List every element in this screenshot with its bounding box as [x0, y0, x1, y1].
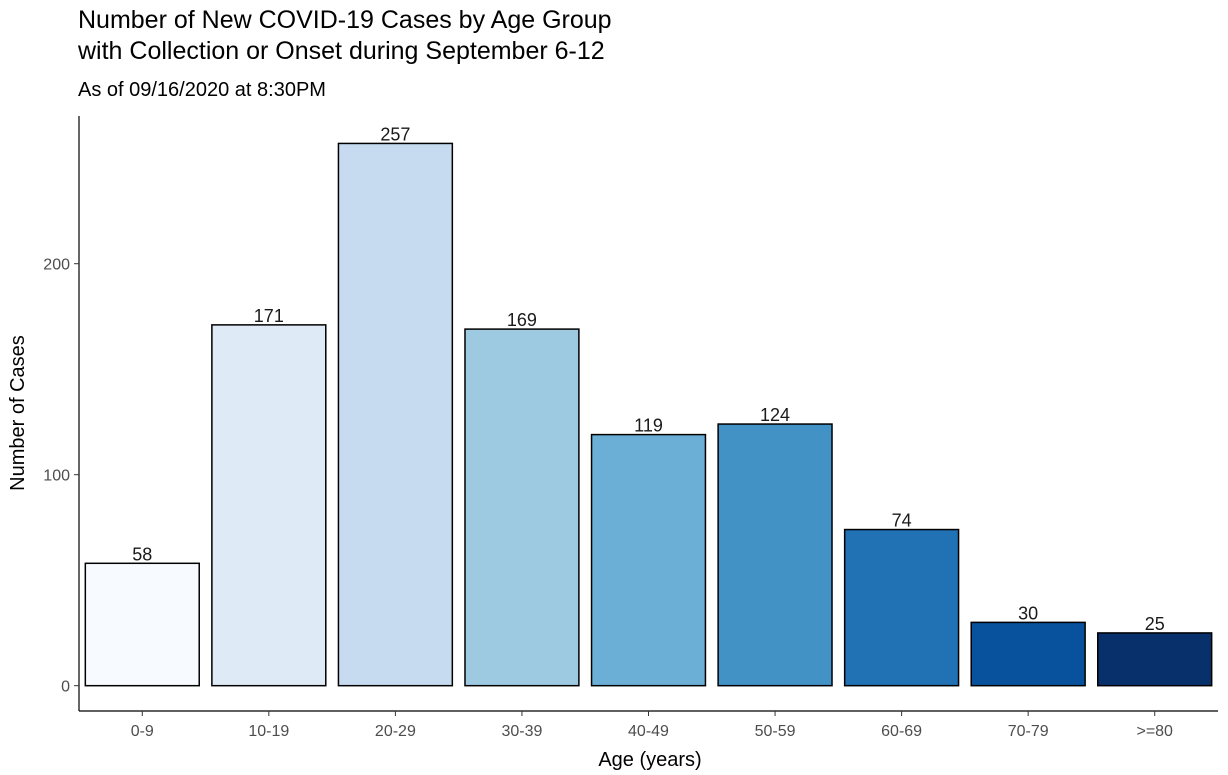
value-label-10-19: 171: [254, 306, 284, 326]
y-tick-label: 100: [43, 468, 70, 485]
y-tick-label: 0: [61, 679, 70, 696]
y-axis-title: Number of Cases: [7, 335, 29, 491]
x-tick-label: 10-19: [248, 723, 289, 740]
bar-50-59: [717, 423, 833, 687]
x-axis-ticks: 0-9 10-19 20-29 30-39 40-49 50-59 60-69 70-79 >=…: [131, 711, 1173, 740]
bar-30-39: [464, 328, 580, 687]
x-tick-label: 20-29: [375, 723, 416, 740]
x-tick-label: 40-49: [628, 723, 669, 740]
x-axis-title: Age (years): [598, 749, 701, 771]
chart-title: Number of New COVID-19 Cases by Age Grou…: [78, 5, 612, 67]
bar-60-69: [843, 528, 960, 687]
x-tick-label: 50-59: [755, 723, 796, 740]
value-label-70-79: 30: [1018, 603, 1038, 623]
value-label-50-59: 124: [760, 405, 790, 425]
value-label-60-69: 74: [892, 511, 912, 531]
chart-subtitle: As of 09/16/2020 at 8:30PM: [78, 79, 326, 101]
value-label->=80: 25: [1145, 614, 1165, 634]
bar-70-79: [970, 621, 1086, 687]
bar-40-49: [590, 433, 707, 687]
y-tick-label: 200: [43, 257, 70, 274]
value-label-40-49: 119: [634, 416, 663, 436]
x-tick-label: 70-79: [1008, 723, 1049, 740]
value-label-30-39: 169: [507, 310, 537, 330]
value-label-0-9: 58: [132, 544, 152, 564]
x-tick-label: 0-9: [131, 723, 154, 740]
bar-0-9: [84, 562, 200, 687]
y-axis-ticks: 0 100 200: [43, 257, 79, 696]
x-tick-label: 30-39: [501, 723, 542, 740]
chart-title-line-2: with Collection or Onset during Septembe…: [78, 37, 605, 65]
chart-title-line-1: Number of New COVID-19 Cases by Age Grou…: [78, 6, 612, 34]
value-label-20-29: 257: [380, 124, 410, 144]
bar->=80: [1097, 632, 1213, 687]
x-tick-label: >=80: [1136, 723, 1173, 740]
value-labels-group: 58 171 257 169 119 124 74 30 25: [132, 124, 1164, 634]
bar-10-19: [211, 324, 327, 687]
bars-group: [84, 142, 1213, 687]
bar-20-29: [337, 142, 454, 687]
x-tick-label: 60-69: [881, 723, 922, 740]
